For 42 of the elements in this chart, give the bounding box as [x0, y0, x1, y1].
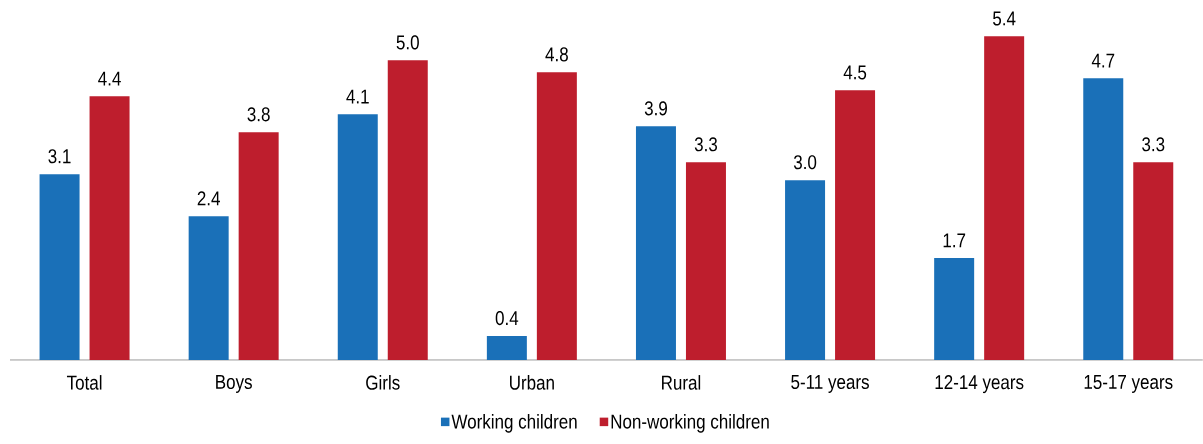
bar	[39, 174, 80, 360]
data-label: 5.0	[396, 35, 419, 50]
x-tick-label: Boys	[216, 375, 252, 394]
bar	[635, 126, 676, 360]
bar	[536, 72, 577, 360]
x-tick-label: Rural	[662, 375, 701, 390]
bar	[934, 258, 975, 360]
x-tick-label: Urban	[510, 375, 554, 390]
data-label: 4.8	[545, 47, 568, 62]
data-label: 3.9	[644, 101, 667, 116]
bar	[89, 96, 130, 360]
data-label: 4.5	[843, 65, 867, 80]
data-label: 3.3	[1142, 137, 1165, 152]
bar	[387, 60, 428, 360]
bar	[188, 216, 229, 360]
data-label: 1.7	[943, 233, 966, 248]
bar	[835, 90, 876, 360]
data-label: 3.1	[48, 149, 71, 164]
legend-label: Non-working children	[611, 413, 769, 433]
bar	[685, 162, 726, 360]
data-label: 5.4	[993, 11, 1016, 26]
bar	[486, 336, 527, 360]
bar	[984, 36, 1025, 360]
bar	[1083, 78, 1124, 360]
x-tick-label: 12-14 years	[935, 375, 1024, 394]
bar	[1133, 162, 1174, 360]
data-label: 4.7	[1091, 53, 1115, 68]
bar	[337, 114, 378, 360]
bar	[785, 180, 826, 360]
data-label: 4.4	[98, 71, 121, 86]
bar	[238, 132, 279, 360]
data-label: 2.4	[197, 191, 220, 206]
data-label: 3.3	[694, 137, 718, 152]
data-label: 3.0	[793, 155, 817, 170]
data-label: 0.4	[495, 310, 519, 326]
x-tick-label: 5-11 years	[791, 375, 869, 394]
x-tick-label: Girls	[366, 375, 400, 390]
legend-label: Working children	[451, 413, 577, 433]
data-label: 4.1	[346, 89, 369, 104]
x-tick-label: Total	[66, 375, 102, 390]
data-label: 3.8	[247, 107, 270, 122]
x-tick-label: 15-17 years	[1084, 375, 1173, 394]
